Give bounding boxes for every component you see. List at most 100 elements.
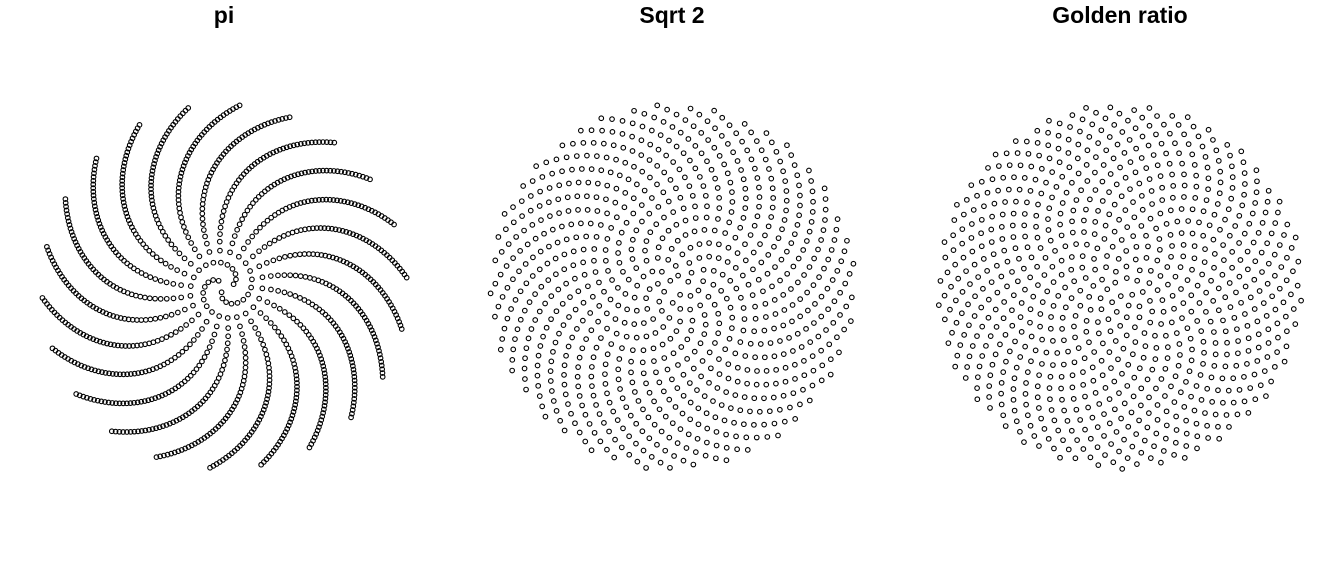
data-point	[1100, 162, 1107, 168]
data-point	[329, 225, 335, 232]
data-point	[248, 284, 254, 291]
data-point	[1224, 339, 1230, 346]
data-point	[242, 310, 249, 317]
data-point	[1039, 336, 1045, 343]
data-point	[1011, 174, 1017, 181]
data-point	[372, 337, 379, 344]
data-point	[582, 411, 589, 418]
data-point	[1212, 340, 1219, 346]
data-point	[1125, 361, 1132, 368]
data-point	[623, 404, 630, 411]
data-point	[715, 216, 721, 222]
data-point	[570, 262, 577, 269]
data-point	[342, 339, 348, 345]
data-point	[1106, 211, 1113, 218]
data-point	[676, 166, 683, 173]
data-point	[752, 303, 758, 310]
data-point	[1241, 230, 1248, 237]
data-point	[512, 336, 518, 342]
data-point	[1115, 255, 1122, 262]
data-point	[685, 431, 692, 438]
data-point	[255, 193, 262, 200]
data-point	[1172, 373, 1179, 380]
data-point	[204, 240, 210, 247]
data-point	[1052, 248, 1058, 254]
data-point	[1050, 362, 1056, 368]
data-point	[1159, 184, 1165, 191]
data-point	[704, 158, 710, 165]
data-point	[1244, 322, 1251, 329]
data-point	[700, 183, 707, 189]
data-point	[986, 383, 993, 389]
data-point	[826, 341, 833, 348]
data-point	[1005, 186, 1012, 193]
data-point	[1278, 264, 1285, 270]
data-point	[210, 259, 217, 266]
data-point	[1077, 287, 1084, 294]
data-point	[346, 349, 353, 355]
data-point	[794, 172, 801, 179]
data-point	[841, 326, 847, 333]
data-point	[183, 229, 189, 235]
data-point	[172, 245, 178, 252]
data-point	[1086, 293, 1093, 300]
data-point	[620, 425, 626, 432]
data-point	[750, 266, 756, 273]
data-point	[233, 314, 240, 320]
data-point	[616, 356, 623, 362]
data-point	[1132, 339, 1139, 345]
data-point	[712, 175, 718, 182]
data-point	[641, 320, 647, 326]
data-point	[218, 289, 225, 296]
data-point	[834, 216, 841, 222]
data-point	[1034, 127, 1041, 134]
data-point	[271, 324, 278, 331]
data-point	[308, 197, 315, 204]
data-point	[115, 342, 121, 349]
data-point	[247, 203, 253, 210]
data-point	[753, 138, 760, 144]
data-point	[684, 356, 690, 362]
data-point	[548, 293, 555, 299]
data-point	[742, 353, 749, 359]
data-point	[760, 288, 766, 295]
data-point	[556, 210, 562, 216]
data-point	[642, 247, 648, 254]
data-point	[292, 272, 299, 279]
data-point	[700, 266, 707, 273]
data-point	[153, 154, 159, 160]
data-point	[806, 167, 812, 174]
data-point	[646, 389, 653, 396]
data-point	[1212, 411, 1219, 418]
data-point	[711, 227, 718, 234]
data-point	[334, 197, 340, 204]
data-point	[1283, 313, 1289, 320]
data-point	[136, 122, 143, 128]
data-point	[196, 253, 203, 260]
data-point	[396, 319, 402, 325]
data-point	[639, 168, 646, 175]
data-point	[1065, 348, 1071, 355]
data-point	[618, 444, 625, 451]
data-point	[780, 168, 786, 175]
data-point	[1263, 393, 1269, 399]
data-point	[630, 195, 637, 202]
data-point	[638, 137, 645, 144]
data-point	[685, 278, 692, 285]
data-point	[74, 242, 80, 249]
data-point	[1235, 350, 1241, 357]
data-point	[1017, 354, 1024, 360]
data-point	[800, 247, 807, 253]
data-point	[703, 410, 710, 417]
data-point	[322, 395, 329, 402]
data-point	[1146, 176, 1153, 182]
data-point	[959, 226, 966, 233]
data-point	[178, 214, 184, 221]
data-point	[180, 163, 187, 169]
data-point	[200, 227, 207, 233]
data-point	[692, 449, 699, 455]
data-point	[119, 188, 126, 195]
data-point	[696, 255, 703, 261]
data-point	[1068, 295, 1075, 301]
data-point	[1276, 242, 1283, 248]
